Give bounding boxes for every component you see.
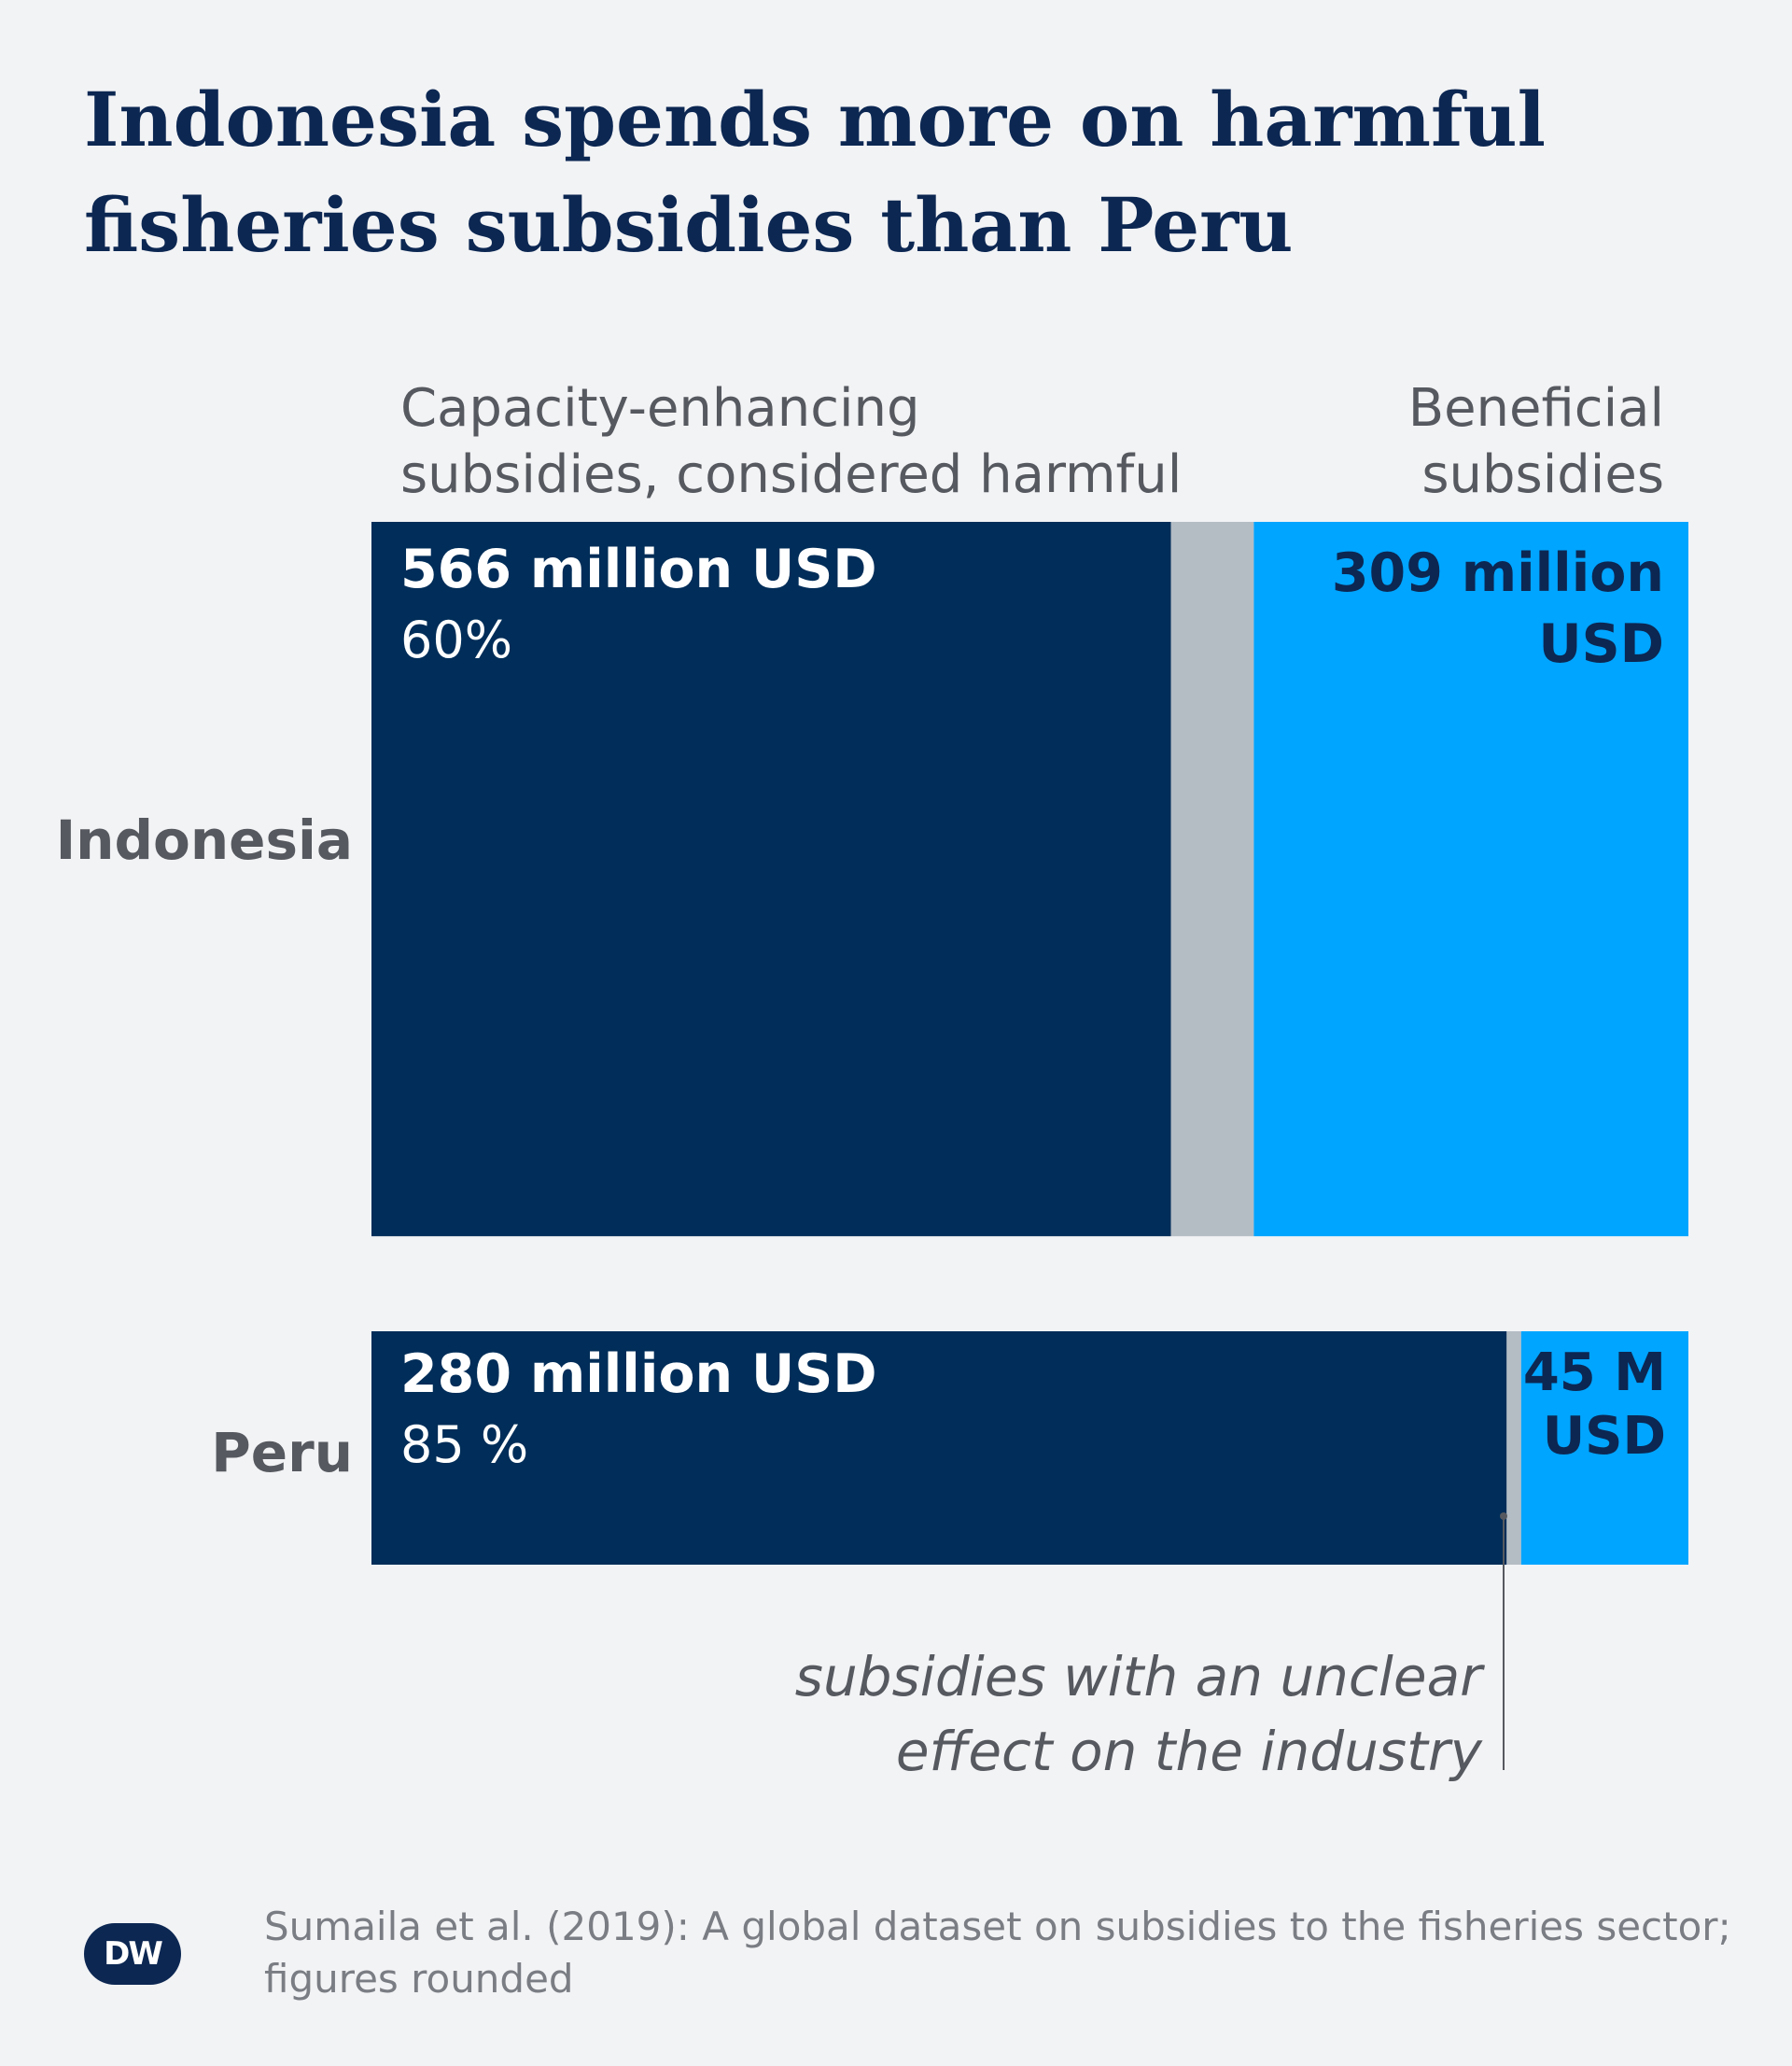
dw-logo: DW: [84, 1923, 181, 1985]
row-label-peru: Peru: [211, 1421, 353, 1484]
source-note: Sumaila et al. (2019): A global dataset …: [264, 1904, 1731, 2002]
chart-title: Indonesia spends more on harmful fisheri…: [84, 76, 1546, 269]
bar-indonesia-beneficial: [1253, 522, 1688, 1237]
peru-harmful-amount: 280 million USD: [400, 1343, 877, 1405]
row-label-indonesia: Indonesia: [55, 808, 353, 872]
peru-beneficial-amount-line1: 45 M: [1522, 1342, 1666, 1403]
indonesia-harmful-label: 566 million USD 60%: [400, 534, 877, 676]
peru-beneficial-amount-line2: USD: [1542, 1406, 1666, 1467]
indonesia-beneficial-label: 309 million USD: [1288, 538, 1664, 680]
indonesia-harmful-amount: 566 million USD: [400, 539, 877, 600]
bar-peru-harmful: [371, 1331, 1507, 1565]
column-header-harmful-line1: Capacity-enhancing: [400, 378, 920, 439]
bar-indonesia-harmful: [371, 522, 1171, 1237]
column-header-beneficial: Beneficial subsidies: [1325, 375, 1664, 508]
indonesia-harmful-percent: 60%: [400, 611, 513, 669]
bar-peru-beneficial: [1520, 1331, 1688, 1565]
indonesia-beneficial-amount-line1: 309 million: [1331, 542, 1664, 604]
column-header-harmful-line2: subsidies, considered harmful: [400, 444, 1183, 505]
peru-harmful-label: 280 million USD 85 %: [400, 1339, 877, 1481]
annotation-leader-dot: [1500, 1512, 1507, 1520]
bar-indonesia-unclear: [1170, 522, 1254, 1237]
column-header-harmful: Capacity-enhancing subsidies, considered…: [400, 375, 1240, 508]
column-header-beneficial-line1: Beneficial: [1407, 378, 1664, 439]
column-header-beneficial-line2: subsidies: [1421, 444, 1664, 505]
annotation-unclear-subsidies: subsidies with an unclear effect on the …: [653, 1639, 1482, 1789]
peru-harmful-percent: 85 %: [400, 1415, 529, 1474]
annotation-line2: effect on the industry: [895, 1720, 1482, 1783]
dw-logo-text: DW: [104, 1935, 163, 1973]
bar-peru-unclear: [1506, 1331, 1521, 1565]
indonesia-beneficial-amount-line2: USD: [1538, 613, 1664, 675]
peru-beneficial-label: 45 M USD: [1512, 1342, 1666, 1469]
annotation-line1: subsidies with an unclear: [794, 1645, 1482, 1708]
